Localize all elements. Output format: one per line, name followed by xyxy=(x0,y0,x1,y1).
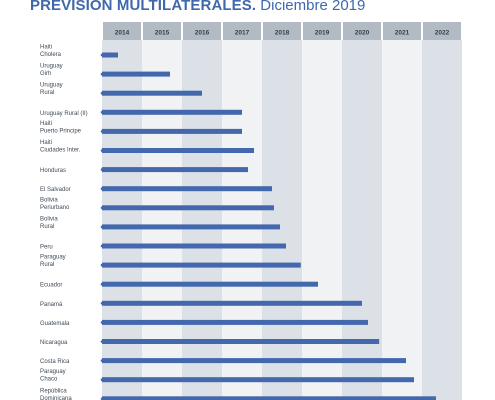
year-column-2017 xyxy=(222,40,262,400)
bar-peru xyxy=(102,243,286,249)
category-label-uruguay-rural-1: Uruguay xyxy=(40,83,63,89)
year-headers: 2014 2015 2016 2017 2018 2019 2020 2021 2022 xyxy=(103,22,461,40)
bar-bolivia-rural xyxy=(102,224,280,230)
category-label-ecuador: Ecuador xyxy=(40,283,62,289)
bar-rep-blica-dominicana xyxy=(102,396,436,400)
category-label-el-salvador: El Salvador xyxy=(40,187,71,193)
bar-ecuador xyxy=(102,281,318,287)
bar-uruguay-rural xyxy=(102,90,202,96)
category-label-haiti-puerto-principe-2: Puerto Principe xyxy=(40,128,82,134)
category-label-rep-blica-dominicana-1: República xyxy=(40,388,67,394)
year-column-2021 xyxy=(382,40,422,400)
category-label-bolivia-periurbano-1: Bolivia xyxy=(40,197,58,203)
category-label-haiti-cholera-1: Haiti xyxy=(40,45,52,51)
category-label-bolivia-periurbano-2: Periurbano xyxy=(40,205,70,211)
year-label-2017: 2017 xyxy=(235,30,250,37)
bar-paraguay-rural xyxy=(102,262,301,268)
category-label-panam: Panamá xyxy=(40,302,63,308)
bar-costa-rica xyxy=(102,358,406,364)
year-header-cell-2014 xyxy=(103,22,141,40)
category-label-nicaragua: Nicaragua xyxy=(40,340,68,346)
bar-bolivia-periurbano xyxy=(102,205,274,211)
year-header-cell-2019 xyxy=(303,22,341,40)
year-label-2015: 2015 xyxy=(155,30,170,37)
year-header-cell-2020 xyxy=(343,22,381,40)
category-label-peru: Peru xyxy=(40,245,53,251)
category-label-uruguay-rural-ii: Uruguay Rural (II) xyxy=(40,111,88,117)
category-label-paraguay-chaco-1: Paraguay xyxy=(40,369,66,375)
bar-haiti-ciudades-inter xyxy=(102,148,254,153)
bar-el-salvador xyxy=(102,186,272,192)
category-label-uruguay-rural-2: Rural xyxy=(40,90,54,96)
bar-paraguay-chaco xyxy=(102,377,414,383)
category-label-uruguay-girh-2: Girh xyxy=(40,71,51,77)
year-header-cell-2021 xyxy=(383,22,421,40)
year-header-cell-2015 xyxy=(143,22,181,40)
year-column-2019 xyxy=(302,40,342,400)
category-labels: HaitiCholeraUruguayGirhUruguayRuralUrugu… xyxy=(40,45,104,400)
bar-haiti-cholera xyxy=(102,52,118,58)
year-column-2018 xyxy=(262,40,302,400)
category-label-paraguay-chaco-2: Chaco xyxy=(40,377,58,383)
year-label-2018: 2018 xyxy=(275,30,290,37)
year-label-2020: 2020 xyxy=(355,30,370,37)
category-label-bolivia-rural-1: Bolivia xyxy=(40,216,58,222)
category-label-uruguay-girh-1: Uruguay xyxy=(40,64,63,70)
bars xyxy=(102,52,436,400)
year-header-cell-2022 xyxy=(423,22,461,40)
bar-nicaragua xyxy=(102,339,380,344)
bar-uruguay-rural-ii xyxy=(102,109,242,115)
year-column-2020 xyxy=(342,40,382,400)
category-label-rep-blica-dominicana-2: Dominicana xyxy=(40,396,72,400)
category-label-guatemala: Guatemala xyxy=(40,321,70,327)
bar-panam xyxy=(102,300,362,306)
bar-guatemala xyxy=(102,319,368,325)
year-label-2016: 2016 xyxy=(195,30,210,37)
bar-honduras xyxy=(102,167,248,173)
category-label-paraguay-rural-1: Paraguay xyxy=(40,255,66,261)
category-label-costa-rica: Costa Rica xyxy=(40,359,70,365)
category-label-haiti-cholera-2: Cholera xyxy=(40,52,62,58)
category-label-honduras: Honduras xyxy=(40,168,66,174)
category-label-paraguay-rural-2: Rural xyxy=(40,262,54,268)
year-header-cell-2017 xyxy=(223,22,261,40)
chart-title-main: PREVISION MULTILATERALES. xyxy=(30,0,257,14)
year-column-2022 xyxy=(422,40,462,400)
year-label-2022: 2022 xyxy=(435,30,450,37)
category-label-haiti-ciudades-inter-1: Haiti xyxy=(40,140,52,146)
bar-haiti-puerto-principe xyxy=(102,128,242,134)
category-label-bolivia-rural-2: Rural xyxy=(40,224,54,230)
bar-uruguay-girh xyxy=(102,71,170,77)
year-header-cell-2018 xyxy=(263,22,301,40)
year-label-2014: 2014 xyxy=(115,30,130,37)
chart-title: PREVISION MULTILATERALES. Diciembre 2019 xyxy=(30,0,365,14)
year-header-cell-2016 xyxy=(183,22,221,40)
year-label-2021: 2021 xyxy=(395,30,410,37)
year-label-2019: 2019 xyxy=(315,30,330,37)
category-label-haiti-ciudades-inter-2: Ciudades Inter. xyxy=(40,148,81,154)
category-label-haiti-puerto-principe-1: Haiti xyxy=(40,121,52,127)
chart-title-date: Diciembre 2019 xyxy=(256,0,366,14)
